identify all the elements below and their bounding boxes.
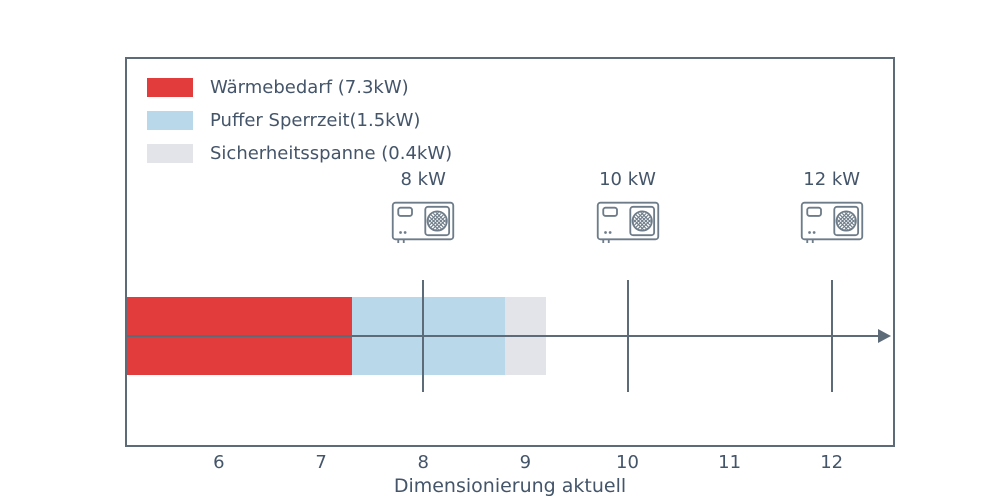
- heat-pump-marker-12kw: 12 kW: [772, 169, 892, 247]
- heat-pump-icon: [392, 201, 455, 243]
- x-tick-10: 10: [616, 452, 639, 473]
- legend-label: Sicherheitsspanne (0.4kW): [210, 143, 453, 164]
- x-tick-8: 8: [417, 452, 429, 473]
- legend-item: Wärmebedarf (7.3kW): [147, 77, 452, 98]
- heat-pump-size-label: 12 kW: [803, 169, 861, 190]
- heat-pump-size-label: 10 kW: [599, 169, 656, 190]
- heat-pump-marker-10kw: 10 kW: [568, 169, 688, 247]
- x-tick-7: 7: [315, 452, 327, 473]
- x-tick-11: 11: [718, 452, 742, 473]
- legend-swatch: [147, 111, 193, 130]
- x-tick-9: 9: [519, 452, 532, 473]
- legend-label: Puffer Sperrzeit(1.5kW): [210, 110, 421, 131]
- heat-pump-icon: [596, 201, 659, 243]
- heat-pump-marker-8kw: 8 kW: [363, 169, 483, 247]
- legend-swatch: [147, 144, 193, 163]
- legend: Wärmebedarf (7.3kW) Puffer Sperrzeit(1.5k…: [147, 77, 452, 164]
- legend-item: Sicherheitsspanne (0.4kW): [147, 143, 452, 164]
- x-axis-arrowhead-icon: [878, 329, 891, 343]
- x-axis-arrow-line: [127, 335, 879, 337]
- legend-swatch: [147, 78, 193, 97]
- legend-item: Puffer Sperrzeit(1.5kW): [147, 110, 452, 131]
- x-axis-title: Dimensionierung aktuell: [393, 475, 627, 497]
- heat-pump-icon: [800, 201, 863, 243]
- x-tick-12: 12: [820, 452, 844, 473]
- x-tick-6: 6: [213, 452, 225, 473]
- heat-pump-size-label: 8 kW: [400, 169, 446, 190]
- plot-area: Wärmebedarf (7.3kW) Puffer Sperrzeit(1.5k…: [125, 57, 895, 447]
- legend-label: Wärmebedarf (7.3kW): [210, 77, 409, 98]
- x-tick-labels: 6 7 8 9 10 11 12: [0, 452, 1000, 476]
